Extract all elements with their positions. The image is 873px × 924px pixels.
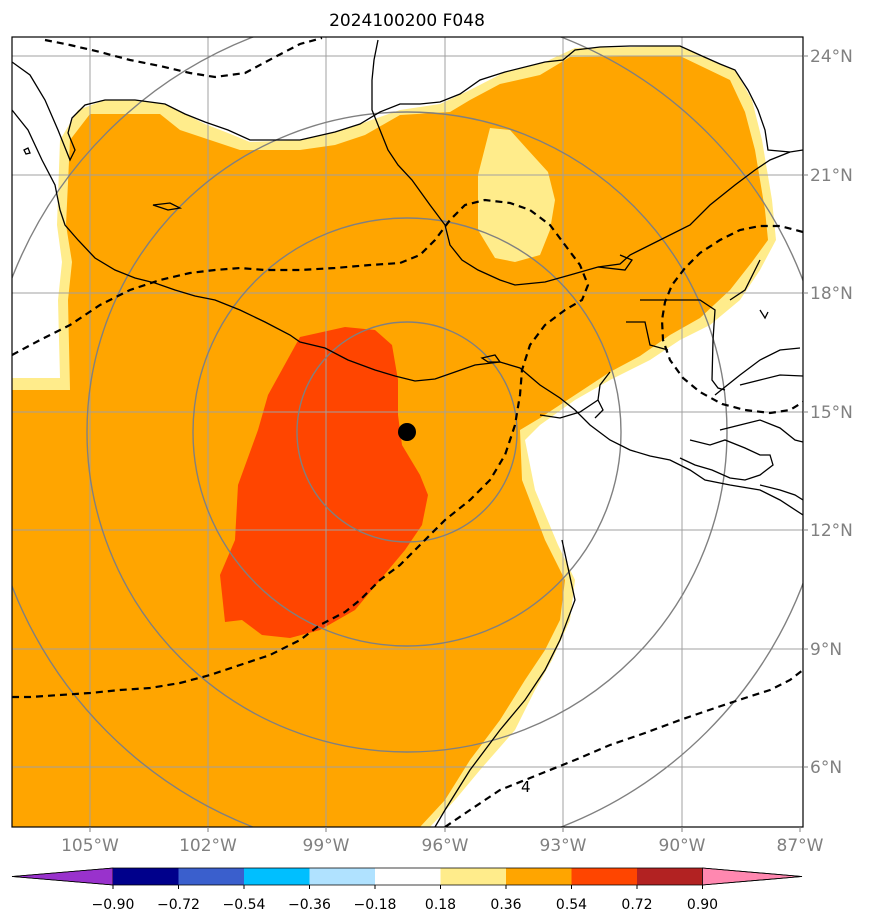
lat-labels: 24°N 21°N 18°N 15°N 12°N 9°N 6°N: [810, 47, 853, 778]
colorbar-tick-label: −0.72: [157, 897, 200, 913]
lat-label: 12°N: [810, 521, 853, 541]
lat-label: 18°N: [810, 284, 853, 304]
colorbar-segment: [113, 868, 179, 885]
lon-label: 99°W: [303, 836, 350, 856]
lon-label: 87°W: [777, 836, 824, 856]
dashed-contours: [12, 37, 803, 827]
map-frame: [11, 36, 804, 828]
colorbar-tick-label: 0.54: [556, 897, 587, 913]
map-title: 2024100200 F048: [329, 11, 485, 31]
colorbar-tick-label: −0.90: [92, 897, 135, 913]
colorbar-tick-label: −0.18: [354, 897, 397, 913]
lat-lon-grid: [12, 37, 803, 827]
colorbar-tick-label: −0.54: [223, 897, 266, 913]
lon-label: 102°W: [179, 836, 237, 856]
colorbar-tick-label: 0.90: [687, 897, 718, 913]
colorbar-extend-low: [11, 867, 114, 886]
colorbar-tick-label: −0.36: [288, 897, 331, 913]
storm-center-marker: [398, 423, 416, 441]
lon-label: 90°W: [659, 836, 706, 856]
colorbar-extend-high: [702, 867, 803, 886]
colorbar-segment: [375, 868, 441, 885]
colorbar-tick-label: 0.18: [425, 897, 456, 913]
range-rings: [12, 37, 803, 827]
lat-label: 21°N: [810, 166, 853, 186]
lon-label: 96°W: [422, 836, 469, 856]
colorbar-segment: [637, 868, 703, 885]
colorbar-segment: [244, 868, 310, 885]
lon-labels: 105°W 102°W 99°W 96°W 93°W 90°W 87°W: [61, 836, 824, 856]
lon-ticks: [89, 827, 801, 832]
fill-red: [220, 327, 428, 638]
colorbar-segment: [571, 868, 637, 885]
lat-ticks: [803, 55, 808, 768]
lon-label: 105°W: [61, 836, 119, 856]
colorbar-tick-label: 0.36: [490, 897, 521, 913]
map-area: 4: [12, 37, 803, 827]
coastlines: [12, 39, 803, 827]
lat-label: 9°N: [810, 640, 842, 660]
lat-label: 6°N: [810, 758, 842, 778]
colorbar-tick-label: 0.72: [621, 897, 652, 913]
lat-label: 15°N: [810, 403, 853, 423]
contour-label: 4: [521, 778, 531, 796]
colorbar-segment: [440, 868, 506, 885]
colorbar-segment: [178, 868, 244, 885]
colorbar-segment: [309, 868, 375, 885]
colorbar: −0.90 −0.72 −0.54 −0.36 −0.18 0.18 0.36 0.54 0.7…: [11, 867, 803, 913]
lat-label: 24°N: [810, 47, 853, 67]
lon-label: 93°W: [540, 836, 587, 856]
colorbar-segment: [506, 868, 572, 885]
